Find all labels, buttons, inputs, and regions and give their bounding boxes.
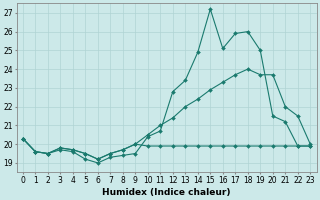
X-axis label: Humidex (Indice chaleur): Humidex (Indice chaleur) <box>102 188 231 197</box>
